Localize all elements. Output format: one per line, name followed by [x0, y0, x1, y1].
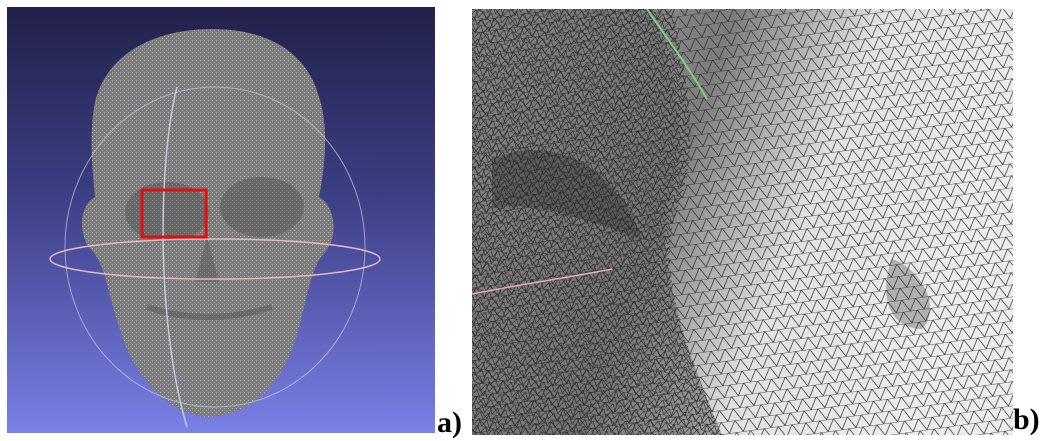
skull-mesh	[81, 29, 334, 417]
wireframe-dense-region	[472, 9, 722, 435]
panel-label-b: b)	[1013, 403, 1040, 436]
jaw-line	[146, 304, 273, 320]
nasal-cavity	[195, 237, 219, 282]
skull-mesh-viewport	[7, 7, 435, 433]
skull-render	[49, 29, 381, 428]
zoom-selection-box	[140, 188, 208, 239]
trackball-ring-segment-pink	[472, 268, 613, 295]
trackball-vertical-ring[interactable]	[162, 86, 188, 428]
panel-label-a: a)	[437, 406, 462, 439]
left-eye-socket	[125, 182, 209, 242]
trackball-outer-ring[interactable]	[64, 86, 366, 408]
zoomed-wireframe-view	[472, 9, 1013, 435]
right-eye-socket	[220, 177, 304, 237]
trackball-ring-segment-green	[646, 9, 708, 100]
trackball-horizontal-ring[interactable]	[49, 238, 381, 280]
wireframe-render	[472, 9, 1013, 435]
